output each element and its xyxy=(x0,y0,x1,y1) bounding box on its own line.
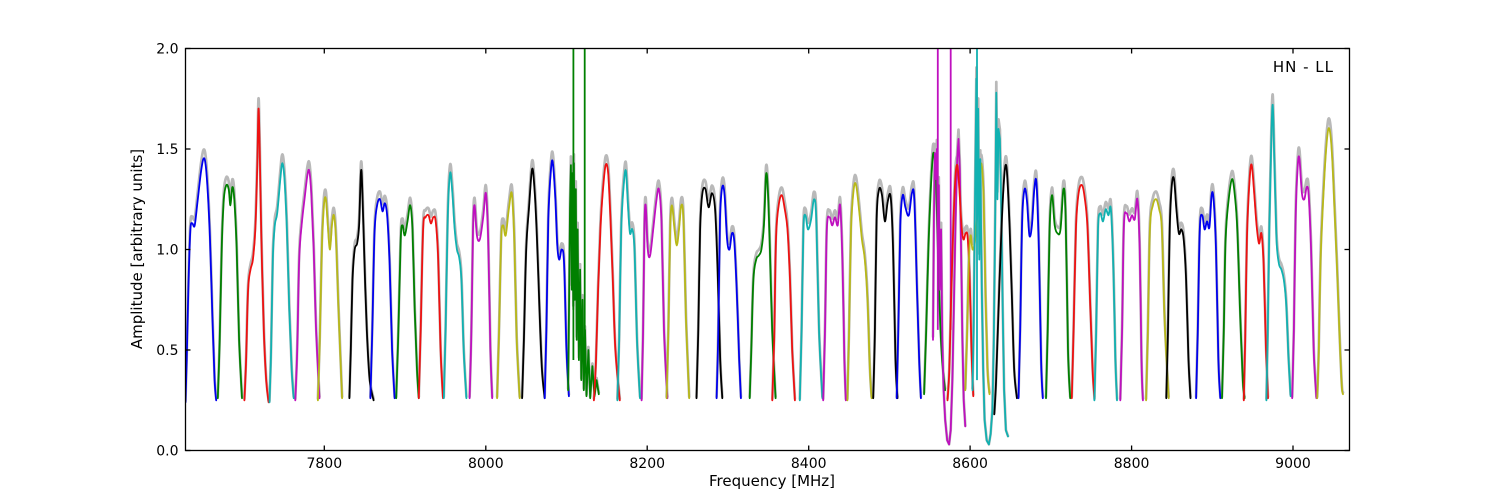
spectrum-band xyxy=(798,198,824,402)
spectrum-band xyxy=(317,196,343,402)
spectrum-band xyxy=(1165,176,1192,400)
spectrum-band xyxy=(543,159,570,400)
spectrum-band xyxy=(1242,163,1269,402)
x-tick-label: 9000 xyxy=(1275,456,1311,472)
x-tick-label: 8600 xyxy=(952,456,988,472)
spectrum-band xyxy=(468,191,494,400)
y-tick-label: 1.0 xyxy=(156,243,178,259)
spectrum-band xyxy=(971,77,1009,446)
spectrum-band xyxy=(872,186,899,400)
x-tick-label: 8000 xyxy=(468,456,504,472)
spectrum-band xyxy=(1017,177,1044,400)
spectrum-band xyxy=(1093,205,1118,402)
spectrum-band xyxy=(1291,155,1318,400)
plot-frame xyxy=(184,47,1351,452)
spectrum-band xyxy=(748,172,777,400)
spectrum-band xyxy=(417,213,444,400)
y-tick-label: 0.0 xyxy=(156,444,178,460)
x-tick-label: 8200 xyxy=(629,456,665,472)
x-tick-label: 8400 xyxy=(791,456,827,472)
spectrum-band xyxy=(822,203,847,402)
band-underlay-trace xyxy=(1265,93,1292,401)
spectrum-band xyxy=(216,183,243,400)
spectrum-band xyxy=(895,188,922,400)
baseline-annotation: HN - LL xyxy=(1272,58,1334,76)
x-axis-label: Frequency [MHz] xyxy=(708,472,836,490)
spectrum-band xyxy=(593,163,621,402)
spectrum-band xyxy=(1070,184,1096,400)
spectrum-band xyxy=(1145,198,1170,402)
spectrum-band xyxy=(243,107,270,404)
spectrum-band xyxy=(294,168,321,402)
x-tick-label: 8800 xyxy=(1114,456,1150,472)
y-axis-label: Amplitude [arbitrary units] xyxy=(128,148,146,350)
spectrum-band xyxy=(771,194,796,402)
spectrum-band xyxy=(442,171,468,400)
spectrum-band xyxy=(268,162,295,404)
spectrum-band xyxy=(496,191,521,400)
spectrum-band xyxy=(1195,191,1222,400)
spectrum-band xyxy=(1265,103,1292,402)
spectrum-band xyxy=(846,182,873,402)
spectrum-band xyxy=(616,169,641,402)
spectrum-band xyxy=(369,198,396,400)
spectrum-band xyxy=(932,138,967,446)
spectrum-band xyxy=(185,157,218,404)
spectrum-band xyxy=(1045,187,1072,400)
spectrum-band xyxy=(715,184,742,400)
spectrum-band xyxy=(665,203,691,400)
spectrum-band xyxy=(395,204,420,400)
x-tick-label: 7800 xyxy=(306,456,342,472)
spectrum-band xyxy=(567,162,600,400)
plot-area xyxy=(185,48,1345,446)
spectrum-band xyxy=(1316,127,1344,400)
spectrum-band xyxy=(348,169,375,402)
y-tick-label: 2.0 xyxy=(156,42,178,58)
spectrum-band xyxy=(993,163,1018,416)
spectrum-band xyxy=(521,167,546,400)
y-tick-label: 1.5 xyxy=(156,142,178,158)
spectrum-band xyxy=(946,163,975,402)
spectrum-band xyxy=(1221,178,1246,400)
spectrum-band xyxy=(1119,197,1144,402)
y-tick-label: 0.5 xyxy=(156,343,178,359)
spectrum-band xyxy=(640,187,669,402)
